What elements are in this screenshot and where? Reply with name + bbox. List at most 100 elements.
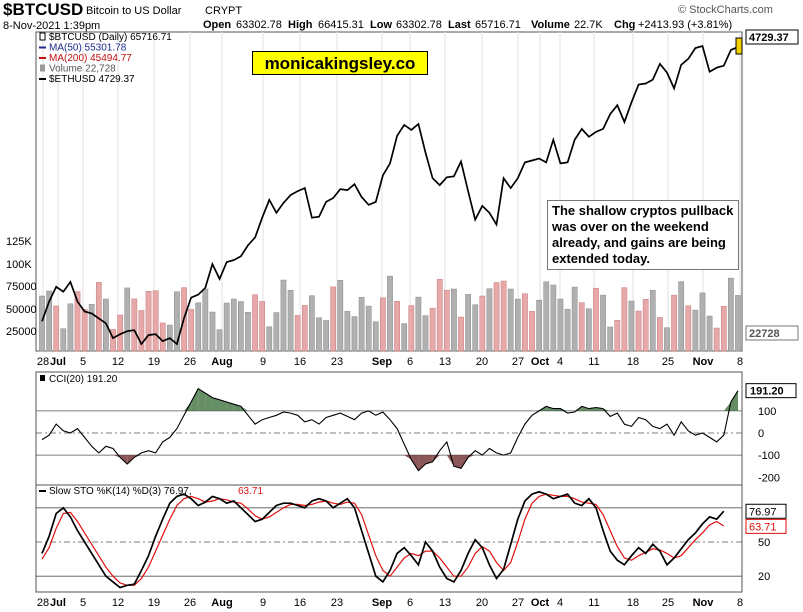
cci-positive-fill	[581, 406, 589, 411]
volume-bar	[472, 304, 479, 352]
x-tick-label-bottom: Nov	[693, 597, 715, 609]
volume-bar	[46, 290, 52, 352]
volume-tick-label: 25000	[6, 326, 37, 338]
x-tick-label-top: 26	[184, 356, 196, 368]
volume-bar	[408, 305, 415, 352]
volume-bar	[678, 281, 685, 352]
x-tick-label-top: 23	[331, 356, 343, 368]
x-tick-label-top: 20	[476, 356, 488, 368]
volume-label: Volume	[531, 19, 570, 31]
cci-positive-fill	[730, 390, 738, 411]
volume-value-label-box	[745, 325, 799, 341]
volume-bar	[493, 282, 500, 352]
x-tick-label-bottom: 6	[407, 597, 413, 609]
volume-bar	[209, 311, 216, 352]
volume-tick-label: 50000	[6, 304, 37, 316]
volume-bar	[53, 305, 60, 352]
volume-value-label: 22728	[749, 328, 780, 340]
volume-bar	[188, 309, 194, 352]
volume-bar	[451, 288, 457, 352]
x-tick-label-bottom: Oct	[531, 597, 550, 609]
cci-positive-fill	[205, 393, 213, 411]
volume-bar	[593, 287, 599, 352]
cci-positive-fill	[198, 388, 206, 411]
x-tick-label-top: 27	[512, 356, 524, 368]
cci-negative-fill	[453, 455, 462, 469]
volume-bar	[294, 315, 301, 352]
sto-panel-frame	[35, 484, 743, 593]
cci-panel-frame	[35, 371, 743, 486]
volume-bar	[706, 315, 713, 352]
x-tick-label-top: 25	[662, 356, 674, 368]
volume-bar	[458, 316, 464, 352]
legend-entry: MA(200) 45494.77	[49, 53, 132, 64]
volume-bar	[316, 317, 322, 352]
volume-bar	[202, 288, 209, 352]
last-value: 65716.71	[475, 19, 521, 31]
volume-bar	[259, 301, 266, 352]
x-tick-label-bottom: 26	[184, 597, 196, 609]
exchange: CRYPT	[205, 5, 243, 17]
sto-d-label: 63.71	[749, 521, 777, 533]
volume-bar	[564, 308, 571, 352]
volume-bar	[358, 297, 365, 352]
volume-bar	[664, 327, 670, 352]
sto-d-box	[745, 518, 787, 534]
volume-bar	[138, 310, 145, 352]
cci-positive-fill	[553, 408, 561, 411]
x-tick-label-top: Jul	[50, 356, 66, 368]
cci-positive-fill	[184, 401, 192, 411]
chg-label: Chg	[614, 19, 636, 31]
volume-bar	[81, 309, 88, 352]
x-tick-label-bottom: Sep	[372, 597, 392, 609]
volume-bar	[152, 290, 159, 352]
volume-bar	[522, 293, 528, 352]
volume-bar	[735, 295, 741, 352]
sto-tick-label: 20	[758, 571, 770, 583]
x-tick-label-bottom: 23	[331, 597, 343, 609]
volume-bar	[642, 298, 649, 352]
last-bar-highlight	[735, 37, 743, 55]
cci-positive-fill	[240, 406, 248, 411]
volume-bar	[720, 306, 727, 352]
volume-bar	[230, 298, 237, 352]
x-tick-label-bottom: 12	[112, 597, 124, 609]
x-tick-label-bottom: 27	[512, 597, 524, 609]
cci-line	[41, 387, 739, 472]
eth-price-label-box	[745, 29, 799, 45]
volume-bar	[429, 307, 436, 352]
x-tick-label-top: Sep	[372, 356, 392, 368]
sto-legend: Slow STO %K(14) %D(3) 76.97,	[49, 486, 192, 497]
x-tick-label-bottom: 20	[476, 597, 488, 609]
sto-k-line	[41, 490, 725, 589]
volume-bar	[280, 279, 287, 352]
x-tick-label-top: 6	[407, 356, 413, 368]
x-tick-label-bottom: Jul	[50, 597, 66, 609]
x-tick-label-bottom: 11	[588, 597, 599, 609]
volume-tick-label: 75000	[6, 281, 37, 293]
volume-bar	[301, 305, 308, 352]
cci-positive-fill	[191, 388, 199, 411]
x-tick-label-top: 13	[439, 356, 451, 368]
legend-entry: MA(50) 55301.78	[49, 43, 127, 54]
x-tick-label-top: 8	[737, 356, 743, 368]
x-tick-label-bottom: Aug	[211, 597, 232, 609]
x-tick-label-bottom: 28	[37, 597, 49, 609]
low-label: Low	[370, 19, 392, 31]
eth-price-label: 4729.37	[749, 32, 789, 44]
x-tick-label-bottom: 16	[294, 597, 306, 609]
volume-bar	[621, 287, 628, 352]
cci-legend-swatch	[40, 375, 45, 381]
volume-bar	[422, 315, 429, 352]
volume-bar	[223, 302, 230, 352]
volume-bar	[514, 298, 521, 352]
x-tick-label-top: 4	[557, 356, 563, 368]
volume-bar	[252, 294, 258, 352]
x-tick-label-bottom: 4	[557, 597, 563, 609]
cci-value-box	[745, 383, 797, 399]
cci-positive-fill	[219, 399, 227, 411]
volume-bar	[507, 288, 514, 352]
volume-bar	[415, 296, 422, 352]
open-value: 63302.78	[236, 19, 282, 31]
